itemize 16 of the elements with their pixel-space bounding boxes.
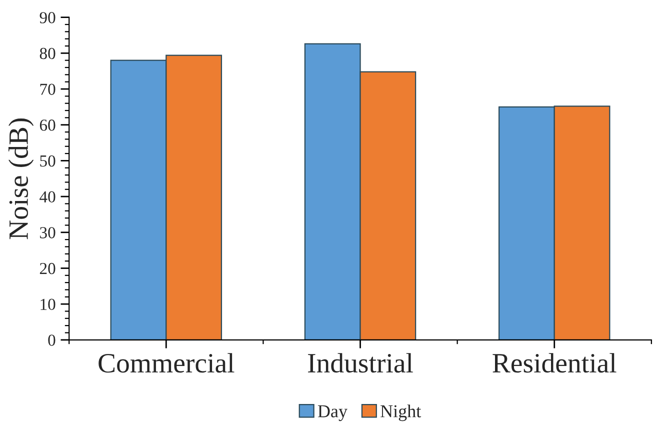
y-tick-label: 90 [40,12,56,24]
y-axis-title: Noise (dB) [8,118,34,240]
y-tick-label: 0 [48,334,56,346]
legend-label: Day [318,405,348,422]
y-tick-label: 50 [40,155,56,167]
y-tick-label: 10 [40,298,56,310]
x-tick-label: Residential [492,353,616,373]
y-tick-label: 40 [40,191,56,202]
y-tick-label: 30 [40,227,56,238]
y-tick-label: 20 [40,262,56,274]
y-tick-label: 70 [40,84,56,95]
y-tick-label: 60 [40,120,56,131]
x-tick-label: Commercial [98,353,234,373]
y-tick-label: 80 [40,48,56,60]
x-tick-label: Industrial [308,353,413,373]
legend-label: Night [380,404,422,422]
